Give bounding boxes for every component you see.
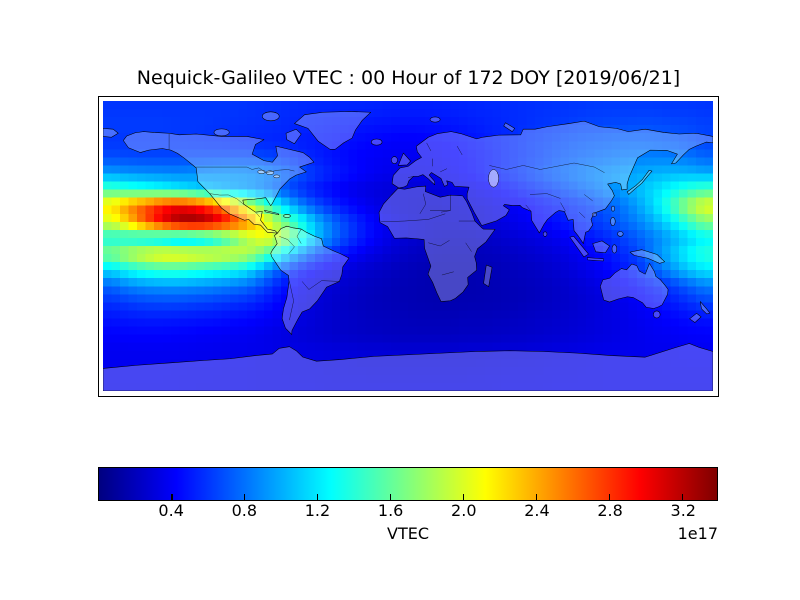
colorbar-tick-label: 3.2 bbox=[670, 501, 696, 520]
landmass-sumatra bbox=[570, 236, 589, 257]
borders-central-america bbox=[256, 213, 259, 217]
colorbar-tick-mark bbox=[608, 494, 611, 500]
colorbar-tick-mark bbox=[171, 494, 173, 500]
landmass-svalbard bbox=[430, 117, 440, 122]
landmass-australia bbox=[600, 263, 668, 308]
landmass-hispaniola bbox=[284, 215, 291, 218]
landmass-japan bbox=[627, 170, 652, 194]
border-us-mexico bbox=[210, 194, 244, 205]
colorbar-tick-label: 0.8 bbox=[231, 501, 258, 520]
great-lake-superior bbox=[258, 170, 265, 174]
world-map-overlay bbox=[103, 101, 713, 391]
colorbar-offset-text: 1e17 bbox=[677, 524, 718, 543]
colorbar-tick-label: 2.4 bbox=[524, 501, 550, 520]
continent-outlines bbox=[103, 111, 713, 391]
landmass-madagascar bbox=[484, 265, 492, 287]
plot-title: Nequick-Galileo VTEC : 00 Hour of 172 DO… bbox=[136, 67, 681, 89]
landmass-iceland bbox=[371, 139, 382, 145]
colorbar-tick-mark bbox=[681, 494, 683, 500]
colorbar-tick-label: 2.8 bbox=[597, 501, 623, 520]
landmass-sri-lanka bbox=[543, 232, 547, 237]
map-plot-area bbox=[103, 101, 713, 391]
vtec-heatmap-canvas bbox=[103, 101, 713, 391]
colorbar-tick-mark bbox=[535, 494, 538, 500]
landmass-baffin-island bbox=[286, 129, 301, 144]
borders-asia bbox=[489, 163, 604, 218]
landmass-new-guinea bbox=[630, 250, 665, 264]
landmass-greenland bbox=[294, 111, 370, 149]
landmass-south-america bbox=[271, 226, 349, 334]
landmass-tasmania bbox=[653, 311, 660, 318]
landmass-sulawesi bbox=[612, 245, 617, 253]
colorbar-tick-label: 1.2 bbox=[304, 501, 331, 520]
colorbar-tick-label: 1.6 bbox=[377, 501, 404, 520]
colorbar-tick-mark bbox=[390, 494, 392, 500]
landmass-luzon bbox=[610, 217, 615, 225]
colorbar-tick-label: 2.0 bbox=[451, 501, 477, 520]
landmass-mindanao bbox=[617, 232, 623, 237]
country-borders bbox=[169, 134, 604, 320]
landmass-new-zealand-south bbox=[690, 313, 702, 322]
colorbar-gradient bbox=[99, 468, 717, 500]
colorbar-axis-label: VTEC bbox=[387, 524, 429, 543]
colorbar-tick-labels: 0.4 0.8 1.2 1.6 2.0 2.4 2.8 3.2 bbox=[98, 503, 718, 523]
landmass-taiwan bbox=[611, 206, 614, 211]
landmass-hainan bbox=[592, 213, 596, 217]
landmass-new-zealand-north bbox=[700, 302, 710, 314]
border-us-canada bbox=[196, 167, 294, 173]
landmass-north-america bbox=[123, 132, 314, 234]
map-axes-frame bbox=[98, 96, 719, 397]
landmass-antarctica bbox=[103, 343, 713, 391]
landmass-novaya-zemlya bbox=[504, 123, 515, 132]
caspian-sea bbox=[488, 169, 498, 187]
landmass-ireland bbox=[391, 157, 397, 164]
borders-europe bbox=[408, 143, 462, 178]
colorbar-tick-mark bbox=[463, 494, 465, 500]
borders-south-america bbox=[279, 229, 339, 320]
colorbar-tick-label: 0.4 bbox=[158, 501, 184, 520]
landmass-africa bbox=[379, 186, 495, 302]
great-lake-ontario bbox=[274, 175, 280, 178]
landmass-victoria-island bbox=[214, 129, 229, 136]
colorbar bbox=[98, 467, 718, 501]
landmass-chukotka-fragment bbox=[103, 128, 118, 137]
colorbar-tick-mark bbox=[244, 494, 246, 500]
landmass-java bbox=[587, 258, 603, 261]
landmass-borneo bbox=[593, 241, 610, 253]
landmass-ellesmere-island bbox=[262, 112, 279, 121]
landmass-great-britain bbox=[398, 153, 410, 165]
landmass-cuba bbox=[264, 210, 278, 215]
landmass-eurasia bbox=[392, 121, 713, 243]
borders-africa bbox=[381, 194, 475, 275]
colorbar-tick-mark bbox=[317, 494, 319, 500]
